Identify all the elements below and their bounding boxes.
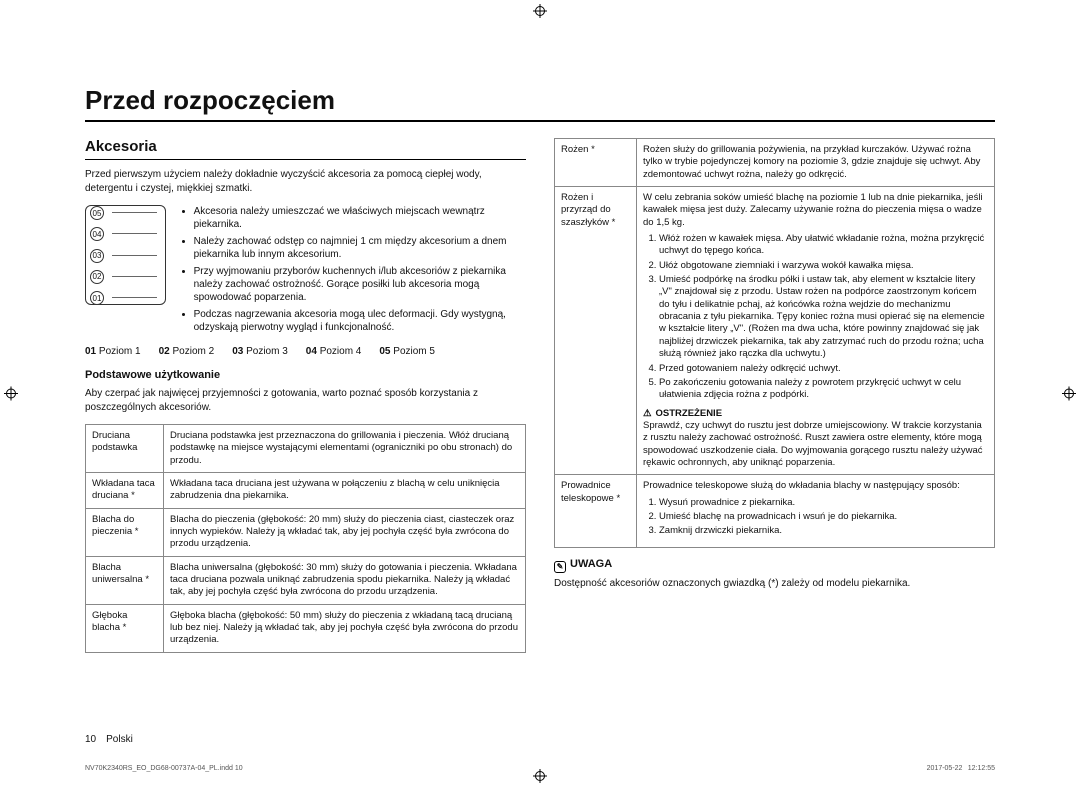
diagram-bullets: Akcesoria należy umieszczać we właściwyc… [180, 205, 526, 338]
crop-mark-left [6, 389, 16, 402]
table-cell: Druciana podstawka [86, 425, 164, 473]
timestamp-footer: 2017-05-22 12:12:55 [927, 765, 995, 772]
table-cell: Prowadnice teleskopowe * [555, 475, 637, 547]
table-cell: Blacha do pieczenia (głębokość: 20 mm) s… [164, 508, 526, 556]
table-cell: W celu zebrania soków umieść blachę na p… [637, 187, 995, 475]
step: Przed gotowaniem należy odkręcić uchwyt. [659, 363, 988, 375]
intro-text: Przed pierwszym użyciem należy dokładnie… [85, 168, 526, 195]
table-cell: Wkładana taca druciana jest używana w po… [164, 473, 526, 509]
level-label: 04 [90, 227, 104, 241]
level-label: 02 [90, 270, 104, 284]
bullet: Przy wyjmowaniu przyborów kuchennych i/l… [194, 265, 526, 304]
table-cell: Rożen * [555, 139, 637, 187]
table-cell: Blacha do pieczenia * [86, 508, 164, 556]
note-icon: ✎ [554, 561, 566, 573]
level-label: 05 [90, 206, 104, 220]
step: Umieść blachę na prowadnicach i wsuń je … [659, 511, 988, 523]
accessories-table-left: Druciana podstawkaDruciana podstawka jes… [85, 424, 526, 653]
sub-intro: Aby czerpać jak najwięcej przyjemności z… [85, 387, 526, 414]
table-cell: Wkładana taca druciana * [86, 473, 164, 509]
warning-text: Sprawdź, czy uchwyt do rusztu jest dobrz… [643, 420, 988, 469]
table-cell: Rożen służy do grillowania pożywienia, n… [637, 139, 995, 187]
note-text: Dostępność akcesoriów oznaczonych gwiazd… [554, 577, 995, 591]
crop-mark-right [1064, 389, 1074, 402]
table-cell: Blacha uniwersalna * [86, 556, 164, 604]
crop-mark-bottom [535, 771, 545, 784]
level-label: 03 [90, 249, 104, 263]
table-cell: Prowadnice teleskopowe służą do wkładani… [637, 475, 995, 547]
level-legend: 01 Poziom 1 02 Poziom 2 03 Poziom 3 04 P… [85, 346, 526, 357]
warning-icon: ⚠ [643, 408, 652, 420]
step: Wysuń prowadnice z piekarnika. [659, 497, 988, 509]
left-column: Akcesoria Przed pierwszym użyciem należy… [85, 138, 526, 653]
step: Włóż rożen w kawałek mięsa. Aby ułatwić … [659, 233, 988, 258]
title-rule [85, 120, 995, 122]
table-cell: Głęboka blacha (głębokość: 50 mm) służy … [164, 604, 526, 652]
sub-heading: Podstawowe użytkowanie [85, 369, 526, 381]
bullet: Należy zachować odstęp co najmniej 1 cm … [194, 235, 526, 261]
warning-heading: ⚠OSTRZEŻENIE [643, 408, 988, 420]
step: Umieść podpórkę na środku półki i ustaw … [659, 274, 988, 360]
accessories-table-right: Rożen * Rożen służy do grillowania pożyw… [554, 138, 995, 548]
step: Zamknij drzwiczki piekarnika. [659, 525, 988, 537]
crop-mark-top [535, 6, 545, 19]
right-column: Rożen * Rożen służy do grillowania pożyw… [554, 138, 995, 653]
note-heading: ✎UWAGA [554, 558, 995, 573]
section-heading: Akcesoria [85, 138, 526, 160]
bullet: Akcesoria należy umieszczać we właściwyc… [194, 205, 526, 231]
table-cell: Blacha uniwersalna (głębokość: 30 mm) sł… [164, 556, 526, 604]
level-label: 01 [90, 291, 104, 305]
table-cell: Druciana podstawka jest przeznaczona do … [164, 425, 526, 473]
table-cell: Rożen i przyrząd do szaszłyków * [555, 187, 637, 475]
page-number: 10 Polski [85, 734, 133, 745]
step: Po zakończeniu gotowania należy z powrot… [659, 377, 988, 402]
bullet: Podczas nagrzewania akcesoria mogą ulec … [194, 308, 526, 334]
oven-diagram: 05 04 03 02 01 [85, 205, 166, 305]
page-title: Przed rozpoczęciem [85, 85, 995, 116]
file-path-footer: NV70K2340RS_EO_DG68-00737A-04_PL.indd 10 [85, 765, 243, 772]
table-cell: Głęboka blacha * [86, 604, 164, 652]
step: Ułóż obgotowane ziemniaki i warzywa wokó… [659, 260, 988, 272]
